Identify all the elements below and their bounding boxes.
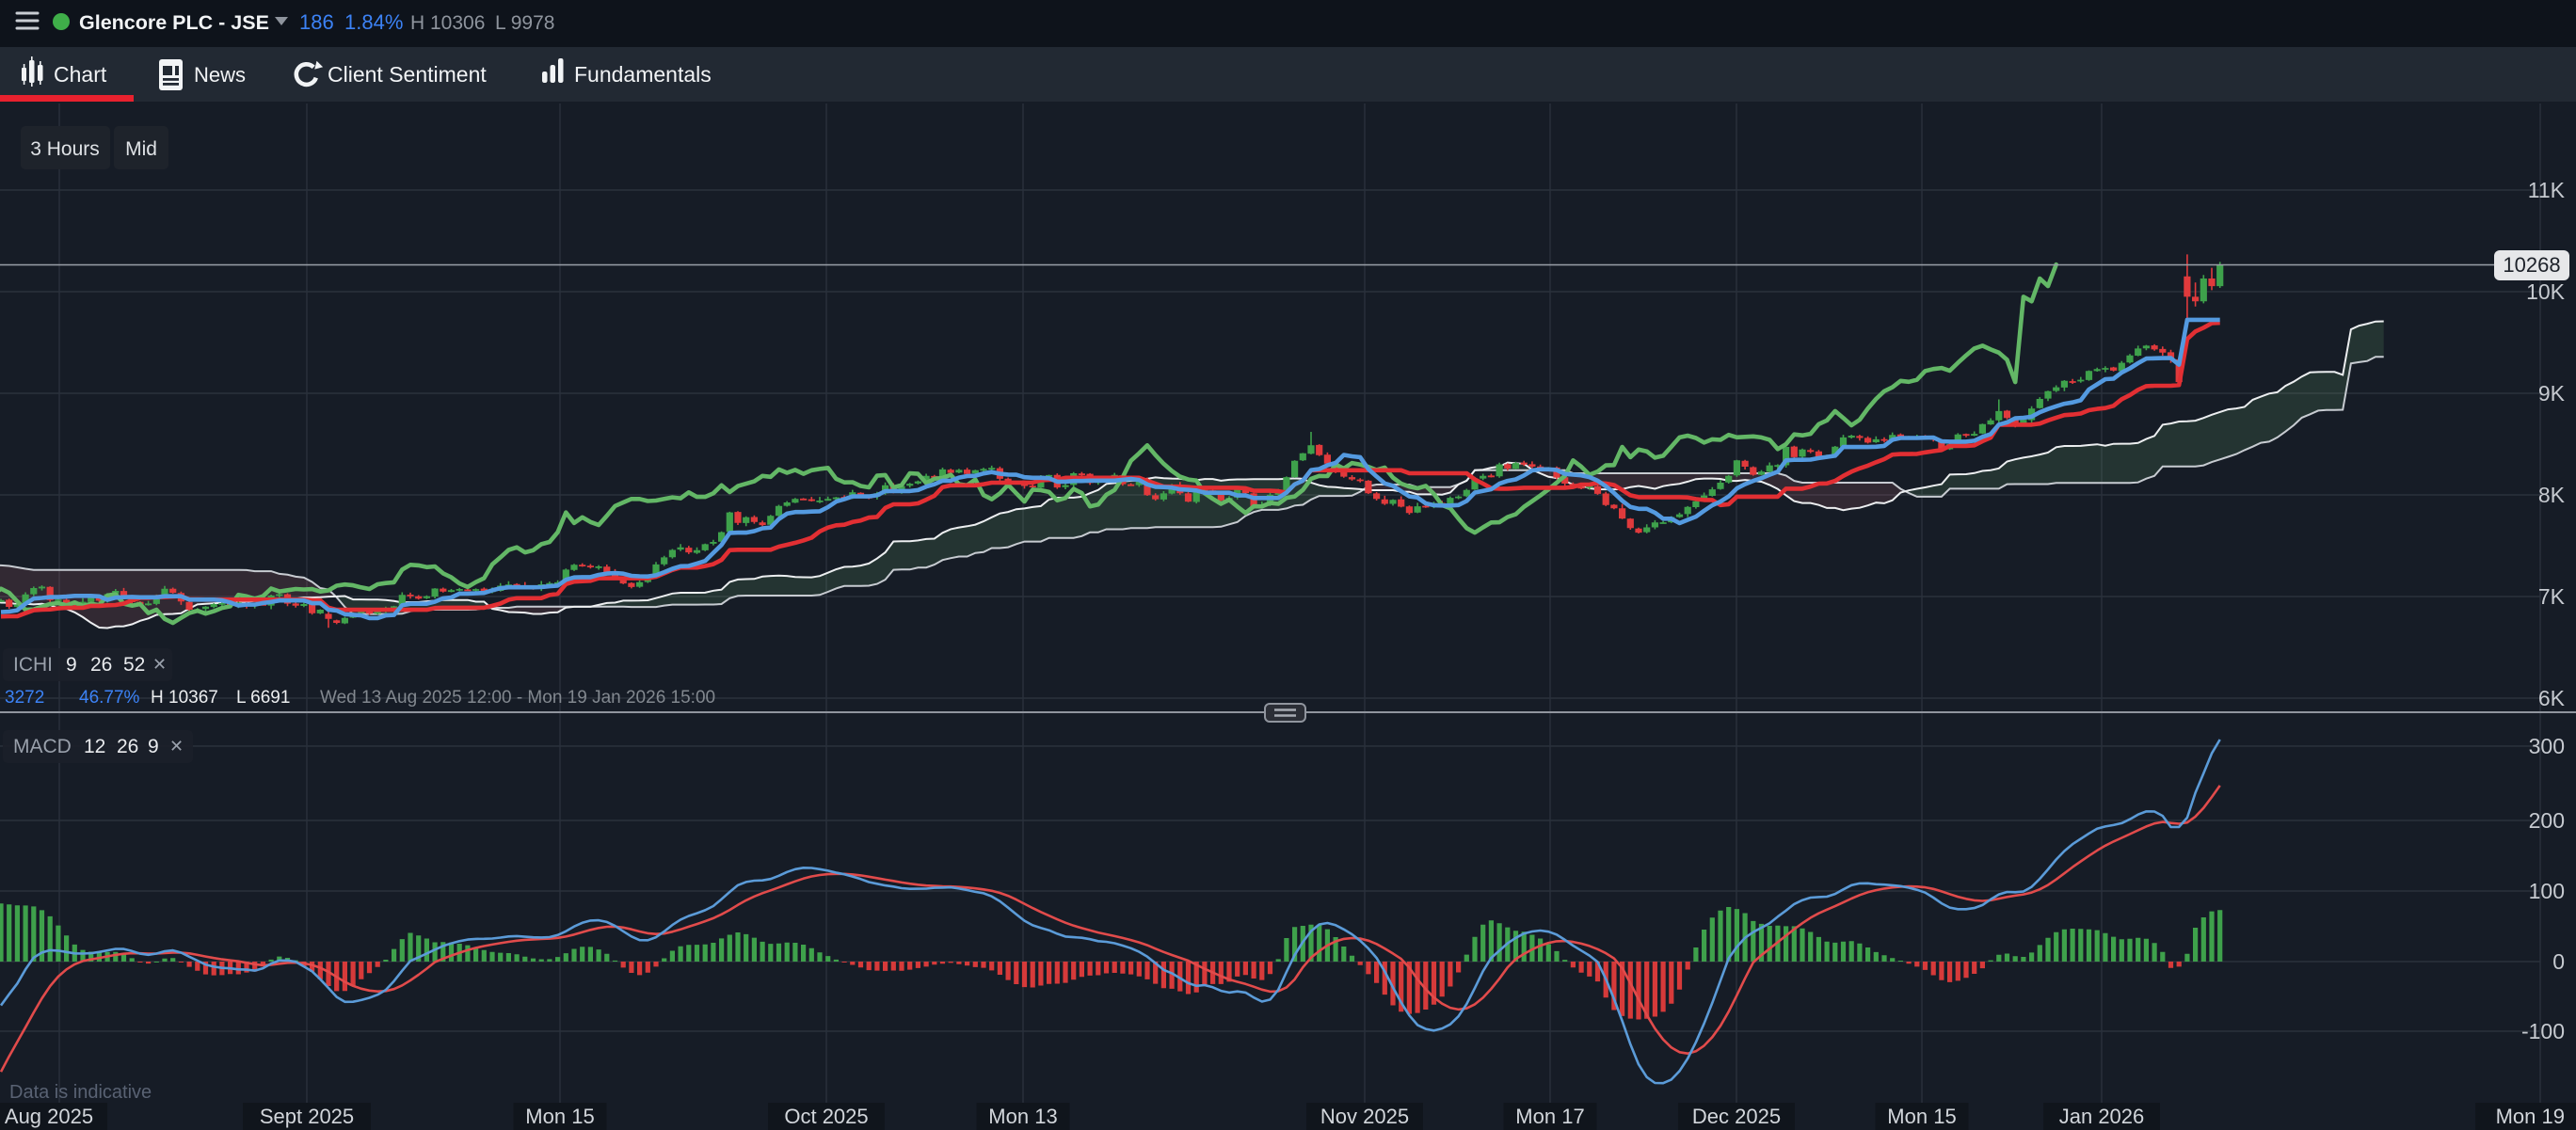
svg-text:Glencore PLC - JSE: Glencore PLC - JSE xyxy=(79,11,269,34)
svg-text:6K: 6K xyxy=(2538,686,2566,710)
svg-text:12: 12 xyxy=(84,736,105,757)
svg-text:Aug 2025: Aug 2025 xyxy=(5,1105,93,1128)
svg-text:300: 300 xyxy=(2529,734,2565,758)
svg-text:Sept 2025: Sept 2025 xyxy=(260,1105,354,1128)
svg-text:46.77%: 46.77% xyxy=(79,688,140,708)
svg-text:Data is indicative: Data is indicative xyxy=(9,1082,152,1103)
svg-text:H 10367: H 10367 xyxy=(151,688,218,708)
svg-text:Mon 17: Mon 17 xyxy=(1515,1105,1584,1128)
svg-text:Jan 2026: Jan 2026 xyxy=(2059,1105,2145,1128)
svg-text:Nov 2025: Nov 2025 xyxy=(1320,1105,1409,1128)
svg-text:Fundamentals: Fundamentals xyxy=(574,62,712,87)
svg-text:News: News xyxy=(194,63,246,87)
svg-text:9: 9 xyxy=(66,654,77,676)
svg-text:Mid: Mid xyxy=(125,138,157,160)
svg-text:26: 26 xyxy=(117,736,138,757)
svg-text:MACD: MACD xyxy=(13,736,72,757)
svg-text:9K: 9K xyxy=(2538,381,2566,406)
svg-text:-100: -100 xyxy=(2521,1019,2565,1043)
svg-text:3272: 3272 xyxy=(5,688,44,708)
svg-text:Wed 13 Aug 2025 12:00 - Mon 19: Wed 13 Aug 2025 12:00 - Mon 19 Jan 2026 … xyxy=(320,688,715,708)
svg-text:Mon 13: Mon 13 xyxy=(988,1105,1057,1128)
svg-text:11K: 11K xyxy=(2528,178,2566,202)
svg-text:ICHI: ICHI xyxy=(13,654,53,676)
svg-text:Mon 15: Mon 15 xyxy=(1887,1105,1956,1128)
svg-text:Dec 2025: Dec 2025 xyxy=(1692,1105,1781,1128)
svg-text:L 9978: L 9978 xyxy=(495,12,554,34)
svg-text:1.84%: 1.84% xyxy=(344,10,403,34)
svg-text:3 Hours: 3 Hours xyxy=(30,138,100,160)
svg-text:9: 9 xyxy=(148,736,159,757)
svg-text:0: 0 xyxy=(2552,949,2565,974)
svg-text:✕: ✕ xyxy=(152,655,167,674)
svg-text:52: 52 xyxy=(123,654,145,676)
svg-text:186: 186 xyxy=(299,10,334,34)
svg-text:Oct 2025: Oct 2025 xyxy=(784,1105,868,1128)
svg-text:200: 200 xyxy=(2529,808,2565,833)
svg-text:26: 26 xyxy=(90,654,112,676)
svg-text:Chart: Chart xyxy=(54,62,107,87)
svg-text:7K: 7K xyxy=(2538,584,2566,609)
svg-text:10K: 10K xyxy=(2526,279,2566,304)
svg-text:10268: 10268 xyxy=(2503,253,2560,277)
svg-text:L 6691: L 6691 xyxy=(236,688,290,708)
svg-text:H 10306: H 10306 xyxy=(410,12,485,34)
svg-text:100: 100 xyxy=(2529,879,2565,903)
svg-text:8K: 8K xyxy=(2538,483,2566,507)
svg-text:Mon 15: Mon 15 xyxy=(525,1105,594,1128)
svg-text:✕: ✕ xyxy=(169,737,184,756)
svg-text:Client Sentiment: Client Sentiment xyxy=(328,62,487,87)
svg-text:Mon 19: Mon 19 xyxy=(2496,1105,2565,1128)
